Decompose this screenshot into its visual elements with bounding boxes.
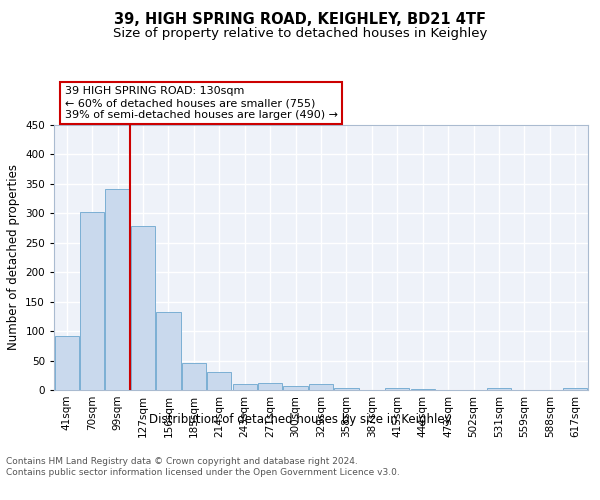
Bar [309,384,333,390]
Bar [410,389,435,390]
Bar [334,388,359,390]
Bar [80,212,104,390]
Bar [233,384,257,390]
Bar [182,363,206,390]
Text: 39, HIGH SPRING ROAD, KEIGHLEY, BD21 4TF: 39, HIGH SPRING ROAD, KEIGHLEY, BD21 4TF [114,12,486,28]
Bar [258,383,282,390]
Bar [106,188,130,390]
Bar [563,388,587,390]
Bar [283,386,308,390]
Text: 39 HIGH SPRING ROAD: 130sqm
← 60% of detached houses are smaller (755)
39% of se: 39 HIGH SPRING ROAD: 130sqm ← 60% of det… [65,86,338,120]
Bar [157,312,181,390]
Text: Distribution of detached houses by size in Keighley: Distribution of detached houses by size … [149,412,451,426]
Bar [55,336,79,390]
Bar [487,388,511,390]
Bar [385,388,409,390]
Y-axis label: Number of detached properties: Number of detached properties [7,164,20,350]
Text: Contains HM Land Registry data © Crown copyright and database right 2024.
Contai: Contains HM Land Registry data © Crown c… [6,458,400,477]
Bar [131,226,155,390]
Text: Size of property relative to detached houses in Keighley: Size of property relative to detached ho… [113,28,487,40]
Bar [207,372,232,390]
